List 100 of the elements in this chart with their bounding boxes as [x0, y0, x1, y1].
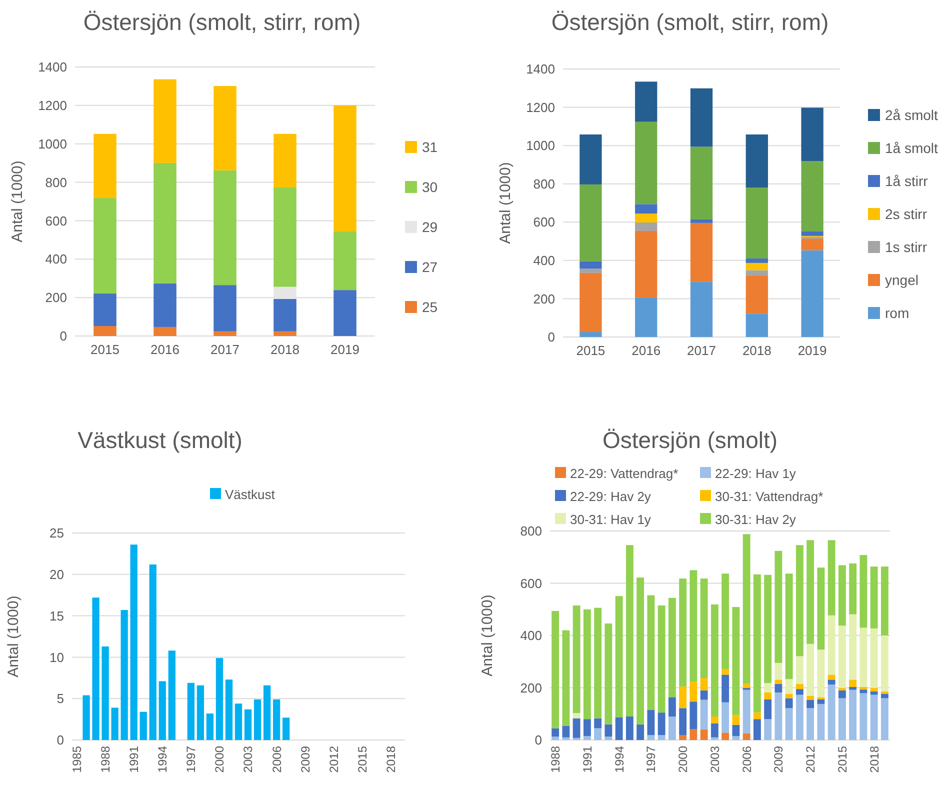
bar [552, 736, 560, 740]
y-tick-label: 1400 [526, 62, 555, 77]
x-tick-label: 1988 [98, 746, 112, 773]
bar [796, 694, 804, 740]
bar [860, 686, 868, 690]
bar [801, 231, 824, 236]
bar [722, 732, 730, 740]
y-tick-label: 10 [50, 650, 64, 665]
bar [334, 231, 356, 290]
bar [774, 684, 782, 692]
bar [880, 691, 888, 694]
bar [102, 646, 109, 740]
bar [774, 662, 782, 680]
y-tick-label: 25 [50, 526, 64, 541]
x-tick-label: 2006 [270, 746, 284, 773]
bar [679, 708, 687, 736]
bar [214, 86, 236, 170]
bar [668, 716, 676, 740]
bar [214, 285, 236, 332]
legend-label: 29 [422, 219, 438, 235]
bar [753, 574, 761, 712]
bar [149, 564, 156, 740]
bar [562, 737, 570, 740]
legend-label: 22-29: Vattendrag* [570, 466, 678, 481]
bar [594, 608, 602, 718]
bar [334, 290, 356, 336]
bar [140, 712, 147, 740]
x-tick-label: 2019 [330, 342, 360, 357]
legend-label: 30-31: Hav 2y [715, 512, 796, 527]
bar [796, 656, 804, 684]
bar [647, 735, 655, 740]
y-tick-label: 400 [520, 628, 542, 644]
bar [168, 650, 176, 740]
bar [604, 623, 612, 724]
bar [838, 626, 846, 688]
bar [880, 694, 888, 698]
bar [615, 596, 623, 718]
bar [274, 187, 296, 287]
bar [647, 595, 655, 710]
bar [785, 574, 793, 680]
bar [774, 692, 782, 740]
bar [679, 735, 687, 740]
bar [679, 686, 687, 708]
legend-label: 1s stirr [885, 239, 928, 255]
bar [552, 610, 560, 728]
bar [274, 286, 296, 299]
y-axis-title: Antal (1000) [9, 160, 26, 242]
bar [635, 230, 658, 298]
bar [870, 694, 878, 740]
chart-title: Östersjön (smolt, stirr, rom) [551, 9, 829, 35]
bar [753, 719, 761, 740]
bar [870, 691, 878, 695]
bar [806, 696, 814, 700]
legend-label: 31 [422, 139, 438, 155]
bar [690, 681, 698, 702]
legend-label: 27 [422, 259, 438, 275]
bar [710, 604, 718, 716]
x-tick-label: 1985 [70, 746, 84, 773]
bar [742, 690, 750, 734]
bar [764, 574, 772, 684]
bar [690, 702, 698, 730]
bar [111, 708, 118, 740]
bar [722, 674, 730, 702]
bar [635, 204, 658, 214]
bar [732, 607, 740, 715]
bar [785, 679, 793, 694]
y-tick-label: 800 [520, 524, 542, 539]
bar [849, 690, 857, 740]
bar [828, 674, 836, 680]
bar [668, 697, 676, 716]
y-tick-label: 0 [534, 732, 542, 748]
bar [817, 650, 825, 698]
bar [746, 187, 768, 259]
bar [635, 82, 658, 122]
bar [801, 238, 824, 250]
bar [254, 699, 262, 740]
y-tick-label: 600 [533, 214, 555, 230]
bar [828, 540, 836, 616]
bar [668, 598, 676, 698]
x-tick-label: 1994 [612, 746, 626, 773]
bar [158, 681, 166, 740]
x-tick-label: 2012 [326, 746, 341, 773]
y-tick-label: 600 [520, 576, 542, 591]
bar [732, 724, 740, 736]
y-tick-label: 0 [60, 328, 67, 344]
bar [92, 598, 100, 740]
x-tick-label: 2015 [355, 746, 370, 773]
x-tick-label: 2018 [867, 746, 882, 773]
bar [817, 699, 825, 704]
bar [710, 716, 718, 724]
y-tick-label: 600 [45, 213, 67, 228]
y-tick-label: 5 [56, 691, 64, 706]
x-tick-label: 2000 [676, 746, 690, 773]
y-tick-label: 400 [45, 252, 67, 267]
bar [206, 714, 214, 740]
bar [626, 545, 634, 716]
legend-label: 30-31: Hav 1y [570, 512, 652, 527]
bar [801, 108, 824, 162]
bar [130, 544, 138, 740]
bar [94, 326, 116, 336]
